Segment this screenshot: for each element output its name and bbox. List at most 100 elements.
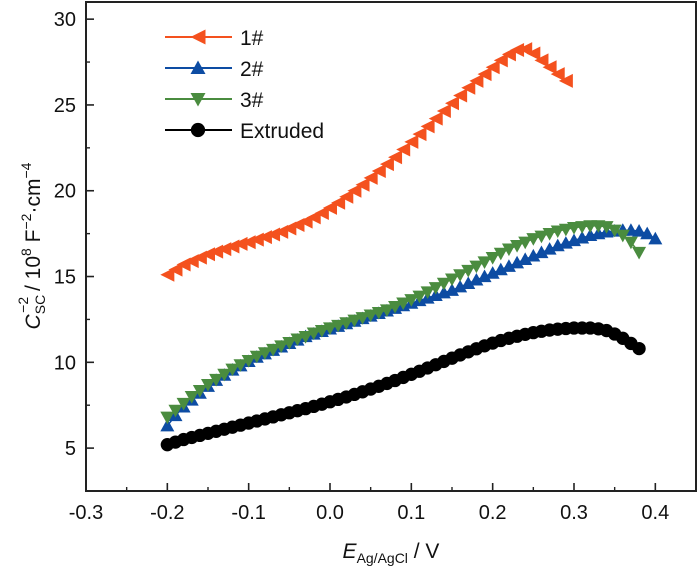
legend-item: 2#	[165, 58, 264, 81]
data-point	[314, 206, 329, 221]
data-point	[485, 252, 500, 265]
data-point	[323, 322, 337, 335]
data-point	[168, 262, 183, 277]
data-point	[453, 279, 468, 293]
y-axis: 5 10 15 20 25 30	[54, 9, 94, 460]
data-point	[534, 245, 549, 259]
data-point	[469, 260, 484, 274]
data-point	[233, 236, 248, 251]
data-point	[477, 67, 492, 82]
data-point	[355, 312, 370, 325]
data-point	[461, 80, 476, 95]
data-marks	[160, 42, 663, 452]
y-tick-label: 20	[54, 181, 76, 203]
data-point	[518, 236, 533, 250]
data-point	[518, 252, 533, 265]
legend-marker	[190, 60, 206, 74]
x-tick-label: -0.2	[150, 502, 184, 524]
data-point	[542, 242, 557, 255]
x-tick-label: 0.1	[397, 502, 425, 524]
data-point	[266, 343, 281, 357]
y-axis-title: CSC−2 / 108 F−2·cm−4	[15, 162, 48, 329]
data-point	[209, 373, 224, 387]
data-point	[607, 224, 622, 238]
data-point	[558, 223, 573, 237]
data-point	[388, 150, 403, 165]
series-3-	[160, 220, 647, 425]
data-point	[404, 134, 419, 149]
data-point	[632, 224, 647, 237]
data-point	[558, 73, 573, 88]
x-axis: -0.3 -0.2 -0.1 0.0 0.1 0.2 0.3 0.4	[69, 483, 669, 524]
data-point	[445, 273, 459, 287]
data-point	[347, 183, 362, 198]
data-point	[453, 269, 468, 282]
plot-frame	[85, 1, 697, 492]
y-tick-label: 25	[54, 95, 76, 117]
data-point	[184, 391, 199, 404]
legend-item: Extruded	[165, 120, 324, 143]
data-point	[493, 262, 508, 276]
legend-marker	[190, 29, 206, 45]
legend-marker	[190, 93, 206, 107]
data-point	[257, 347, 272, 360]
data-point	[339, 317, 354, 330]
data-point	[339, 189, 354, 204]
data-point	[160, 267, 175, 282]
data-point	[493, 247, 508, 261]
data-point	[388, 300, 403, 314]
y-tick-label: 10	[54, 352, 76, 374]
data-point	[347, 314, 362, 328]
data-point	[428, 111, 443, 126]
data-point	[396, 297, 411, 311]
y-tick-label: 15	[54, 267, 76, 289]
y-tick-label: 30	[54, 9, 76, 31]
data-point	[168, 404, 183, 418]
legend-marker	[190, 122, 206, 138]
data-point	[542, 228, 557, 241]
series-1-	[160, 42, 573, 282]
legend-label: Extruded	[240, 120, 324, 143]
data-point	[379, 157, 394, 172]
data-point	[510, 255, 525, 269]
data-point	[323, 200, 337, 215]
data-point	[477, 269, 492, 283]
data-point	[412, 127, 427, 142]
data-point	[461, 264, 476, 278]
data-point	[526, 248, 541, 262]
data-point	[282, 336, 297, 350]
data-point	[485, 60, 500, 75]
series-extruded	[160, 321, 646, 452]
data-point	[493, 53, 508, 68]
data-point	[461, 276, 476, 289]
data-point	[534, 230, 549, 244]
data-point	[371, 306, 386, 320]
data-point	[542, 60, 557, 75]
data-point	[176, 397, 191, 411]
data-point	[445, 283, 459, 296]
data-point	[469, 272, 484, 286]
data-point	[274, 340, 289, 354]
x-tick-label: -0.1	[231, 502, 265, 524]
x-tick-label: 0.2	[479, 502, 507, 524]
data-point	[485, 266, 500, 279]
series-line	[166, 225, 640, 418]
data-point	[404, 294, 419, 307]
data-point	[363, 170, 378, 185]
x-axis-title: EAg/AgCl / V	[343, 540, 440, 566]
data-point	[201, 379, 215, 392]
legend-label: 1#	[240, 27, 264, 50]
x-tick-label: -0.3	[69, 502, 103, 524]
data-point	[160, 418, 175, 432]
data-point	[526, 233, 541, 246]
data-point	[160, 411, 175, 425]
data-point	[615, 229, 630, 243]
data-point	[623, 236, 638, 250]
data-point	[314, 324, 329, 338]
data-point	[526, 46, 541, 61]
data-point	[225, 363, 240, 377]
data-point	[379, 304, 394, 317]
data-point	[632, 341, 646, 356]
legend: 1# 2# 3# Extruded	[165, 27, 324, 143]
data-point	[510, 43, 525, 58]
